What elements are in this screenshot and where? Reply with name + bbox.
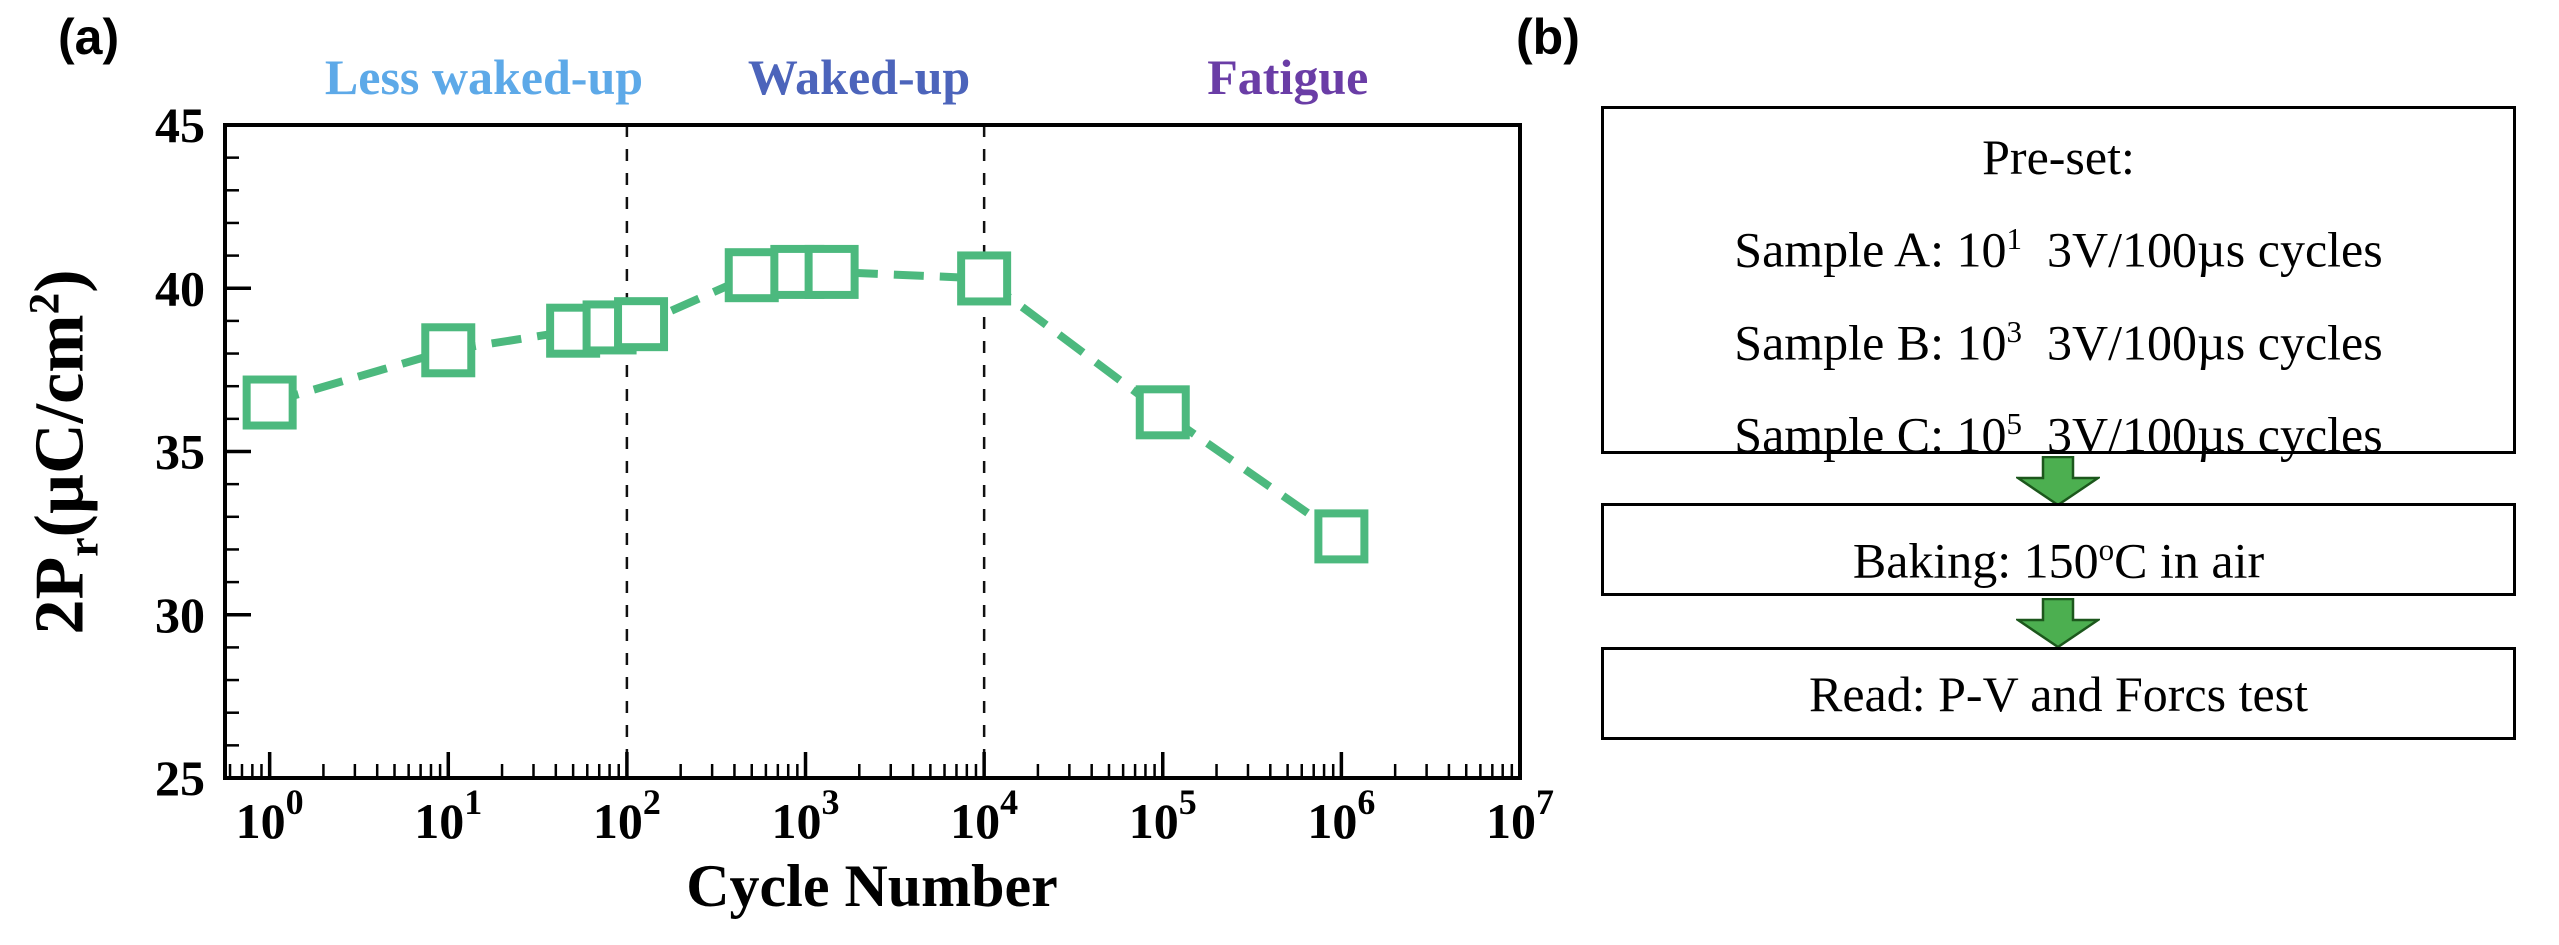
preset-box: Pre-set: Sample A: 101 3V/100µs cycles S… <box>1601 106 2516 463</box>
y-tick-label: 25 <box>155 750 205 806</box>
x-tick-label: 101 <box>414 782 482 849</box>
down-arrow-icon <box>2016 456 2100 506</box>
sample-c-row: Sample C: 105 3V/100µs cycles <box>1604 383 2513 476</box>
baking-post: C in air <box>2114 532 2265 589</box>
sample-c-post: 3V/100µs cycles <box>2022 406 2383 463</box>
down-arrow-icon <box>2016 598 2100 648</box>
data-point-marker <box>724 248 779 303</box>
data-line <box>268 267 1344 540</box>
x-tick-label: 106 <box>1307 782 1375 849</box>
sample-b-pre: Sample B: 10 <box>1734 314 2007 371</box>
y-axis-label-sub: r <box>59 537 108 557</box>
data-point-marker <box>421 323 476 378</box>
x-tick-label: 102 <box>593 782 661 849</box>
x-tick-label: 105 <box>1129 782 1197 849</box>
sample-a-exponent: 1 <box>2006 221 2023 256</box>
baking-pre: Baking: 150 <box>1852 532 2099 589</box>
baking-sup: o <box>2098 532 2115 567</box>
sample-a-post: 3V/100µs cycles <box>2022 221 2383 278</box>
data-point-marker <box>804 244 859 299</box>
data-point-marker <box>957 251 1012 306</box>
sample-b-row: Sample B: 103 3V/100µs cycles <box>1604 291 2513 384</box>
y-tick-label: 40 <box>155 260 205 316</box>
sample-b-exponent: 3 <box>2006 313 2023 349</box>
data-point-marker <box>242 375 297 430</box>
y-tick-label: 30 <box>155 587 205 643</box>
sample-c-exponent: 5 <box>2006 406 2023 442</box>
sample-b-post: 3V/100µs cycles <box>2022 314 2383 371</box>
data-point-marker <box>1314 509 1369 564</box>
region-label-fatigue: Fatigue <box>1207 49 1369 105</box>
read-box: Read: P-V and Forcs test <box>1601 647 2516 740</box>
preset-title: Pre-set: <box>1982 129 2135 185</box>
region-label-waked-up: Waked-up <box>747 49 971 105</box>
sample-a-pre: Sample A: 10 <box>1734 221 2007 278</box>
x-tick-label: 100 <box>236 782 304 849</box>
y-tick-label: 45 <box>155 97 205 153</box>
baking-box: Baking: 150oC in air <box>1601 503 2516 596</box>
data-point-marker <box>614 297 669 352</box>
panel-a-label: (a) <box>58 9 120 65</box>
y-tick-label: 35 <box>155 424 205 480</box>
x-axis-label: Cycle Number <box>686 853 1058 919</box>
plot-frame <box>223 123 1522 780</box>
y-axis-label-mid: (µC/cm <box>21 314 99 538</box>
sample-c-pre: Sample C: 10 <box>1734 406 2007 463</box>
y-axis-label-pre: 2P <box>21 556 99 635</box>
sample-a-row: Sample A: 101 3V/100µs cycles <box>1604 198 2513 291</box>
region-label-less-waked-up: Less waked-up <box>324 49 644 105</box>
data-point-marker <box>1135 385 1190 440</box>
y-axis-label: 2Pr(µC/cm2) <box>19 269 108 634</box>
x-tick-label: 103 <box>772 782 840 849</box>
y-axis-label-post: ) <box>21 269 99 293</box>
x-tick-label: 104 <box>950 782 1018 849</box>
y-axis-label-sup: 2 <box>20 292 69 315</box>
x-tick-label: 107 <box>1486 782 1554 849</box>
panel-b-label: (b) <box>1516 9 1580 65</box>
